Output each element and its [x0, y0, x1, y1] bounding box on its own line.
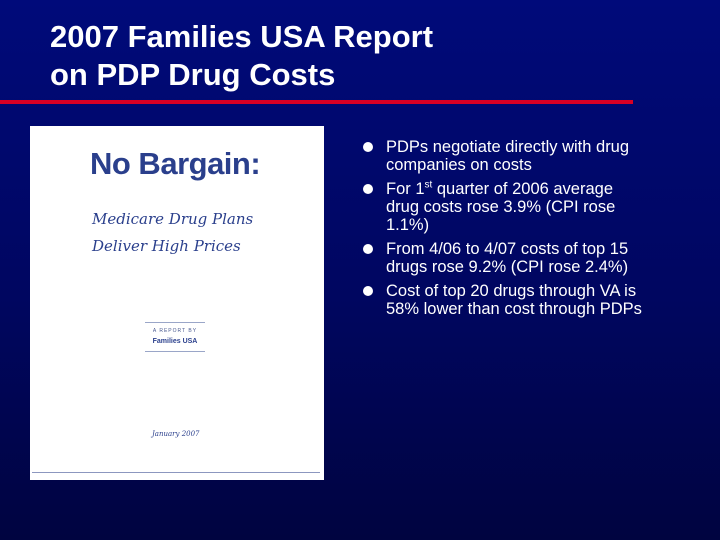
slide-title-line-1: 2007 Families USA Report: [50, 19, 434, 54]
cover-organization: Families USA: [152, 338, 198, 345]
cover-headline: No Bargain:: [90, 146, 261, 181]
cover-date: January 2007: [152, 430, 200, 438]
bullet-item: For 1st quarter of 2006 average drug cos…: [358, 180, 648, 234]
bullet-dot-icon: [363, 244, 373, 254]
cover-publisher-block: A REPORT BY Families USA: [145, 322, 205, 352]
cover-divider-top: [145, 322, 205, 323]
bullet-text-superscript: st: [424, 179, 433, 191]
bullet-text-post: quarter of 2006 average drug costs rose …: [386, 180, 616, 234]
bullet-text: PDPs negotiate directly with drug compan…: [386, 138, 630, 174]
bullet-item: PDPs negotiate directly with drug compan…: [358, 138, 648, 174]
cover-report-by: A REPORT BY: [152, 328, 198, 334]
cover-subtitle-line-1: Medicare Drug Plans: [92, 210, 254, 228]
bullet-dot-icon: [363, 142, 373, 152]
bullet-text-pre: For 1: [386, 180, 425, 198]
slide-title-line-2: on PDP Drug Costs: [50, 57, 336, 92]
cover-divider-bottom: [145, 351, 205, 352]
slide-title: 2007 Families USA Report on PDP Drug Cos…: [50, 18, 670, 94]
bullet-text: Cost of top 20 drugs through VA is 58% l…: [386, 282, 642, 318]
cover-subtitle: Medicare Drug Plans Deliver High Prices: [92, 206, 302, 260]
bullet-item: Cost of top 20 drugs through VA is 58% l…: [358, 282, 648, 318]
bullet-item: From 4/06 to 4/07 costs of top 15 drugs …: [358, 240, 648, 276]
report-cover-image: No Bargain: Medicare Drug Plans Deliver …: [30, 126, 324, 480]
cover-subtitle-line-2: Deliver High Prices: [92, 237, 241, 255]
bullet-text: From 4/06 to 4/07 costs of top 15 drugs …: [386, 240, 629, 276]
title-underline: [0, 100, 633, 104]
bullet-dot-icon: [363, 286, 373, 296]
cover-bottom-rule: [32, 472, 320, 473]
bullet-dot-icon: [363, 184, 373, 194]
bullet-list: PDPs negotiate directly with drug compan…: [358, 138, 648, 324]
